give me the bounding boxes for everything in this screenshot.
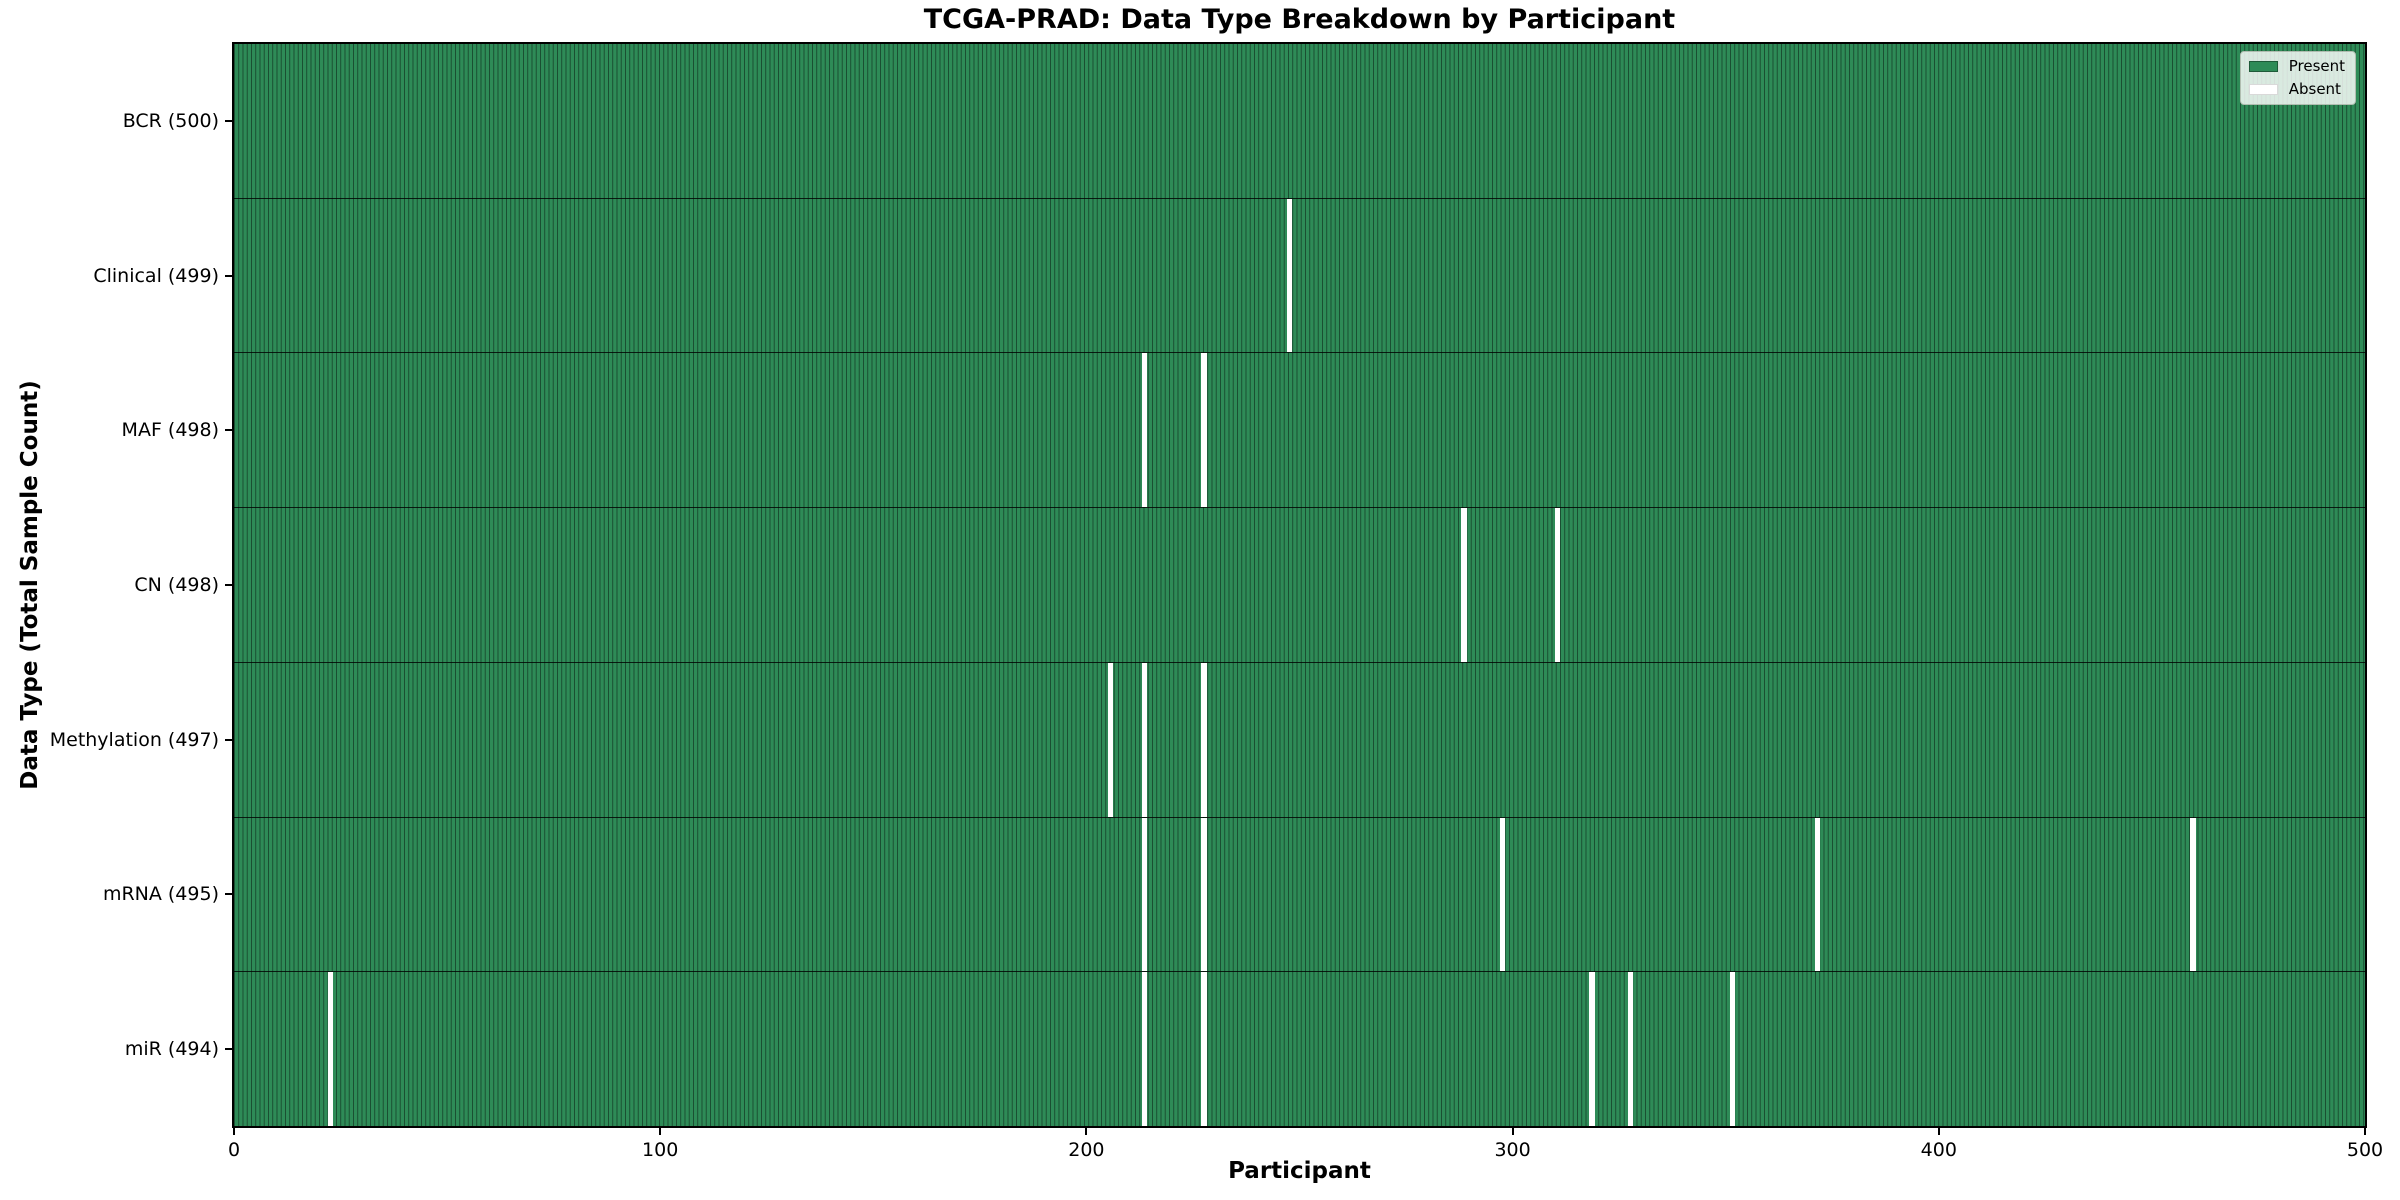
x-tick: [1511, 1126, 1514, 1135]
y-tick-label-mrna: mRNA (495): [102, 883, 219, 906]
absent-gap-mir-351: [1729, 972, 1736, 1127]
heatmap-row-mrna: [234, 816, 2365, 972]
x-tick: [2364, 1126, 2366, 1135]
x-tick: [233, 1126, 235, 1135]
absent-gap-mrna-459: [2190, 817, 2196, 972]
y-tick-label-methylation: Methylation (497): [49, 728, 219, 751]
y-tick-label-maf: MAF (498): [121, 419, 219, 442]
absent-gap-mir-327: [1627, 972, 1633, 1127]
absent-gap-mrna-227: [1201, 817, 1207, 972]
y-tick: [225, 120, 234, 123]
x-tick-label-100: 100: [642, 1139, 679, 1161]
chart-title: TCGA-PRAD: Data Type Breakdown by Partic…: [923, 4, 1676, 35]
plot-area: Present Absent BCR (500) Clinical (499) MA…: [50, 42, 2383, 1161]
legend-entry-present: Present: [2248, 57, 2345, 75]
x-tick-label-200: 200: [1068, 1139, 1105, 1161]
x-tick: [659, 1126, 662, 1135]
absent-gap-maf-213: [1141, 353, 1148, 508]
absent-gap-cn-288: [1461, 508, 1467, 662]
absent-gap-maf-227: [1201, 353, 1207, 508]
heatmap-row-mir: [234, 971, 2365, 1127]
absent-gap-cn-310: [1555, 508, 1561, 662]
x-tick: [1937, 1126, 1940, 1135]
y-tick-label-bcr: BCR (500): [122, 110, 219, 133]
legend-label-absent: Absent: [2288, 80, 2341, 98]
absent-gap-mrna-213: [1141, 817, 1148, 972]
heatmap-row-clinical: [234, 197, 2365, 353]
absent-gap-mir-227: [1201, 972, 1207, 1127]
absent-gap-methylation-205: [1107, 662, 1113, 817]
absent-gap-mrna-371: [1815, 817, 1821, 972]
y-tick: [225, 893, 234, 896]
absent-gap-methylation-227: [1201, 662, 1207, 817]
absent-swatch: [2248, 83, 2278, 95]
present-swatch: [2248, 60, 2278, 72]
heatmap-row-cn: [234, 507, 2365, 662]
absent-gap-clinical-247: [1286, 198, 1292, 353]
x-tick-label-0: 0: [227, 1139, 241, 1161]
legend-entry-absent: Absent: [2248, 80, 2345, 98]
y-tick: [225, 274, 234, 277]
absent-gap-mrna-297: [1499, 817, 1506, 972]
x-tick-label-300: 300: [1494, 1139, 1531, 1161]
x-tick-label-400: 400: [1920, 1139, 1957, 1161]
heatmap-row-bcr: [234, 44, 2365, 198]
y-tick: [225, 429, 234, 432]
y-tick: [225, 584, 234, 586]
x-tick: [1085, 1126, 1088, 1135]
x-tick-label-500: 500: [2346, 1139, 2384, 1161]
y-tick-label-mir: miR (494): [124, 1037, 219, 1060]
y-tick-label-cn: CN (498): [134, 574, 219, 596]
y-axis-label: Data Type (Total Sample Count): [17, 380, 43, 790]
y-tick: [225, 1047, 234, 1050]
legend: Present Absent: [2239, 51, 2356, 105]
absent-gap-mir-318: [1589, 972, 1595, 1127]
heatmap-rows-container: [234, 44, 2365, 1127]
legend-label-present: Present: [2288, 57, 2345, 75]
y-tick-label-clinical: Clinical (499): [93, 264, 219, 287]
absent-gap-mir-22: [327, 972, 333, 1127]
y-tick: [225, 738, 234, 741]
x-axis-label: Participant: [1228, 1158, 1371, 1184]
absent-gap-mir-213: [1141, 972, 1148, 1127]
heatmap-row-methylation: [234, 661, 2365, 817]
absent-gap-methylation-213: [1141, 662, 1148, 817]
heatmap-row-maf: [234, 352, 2365, 508]
